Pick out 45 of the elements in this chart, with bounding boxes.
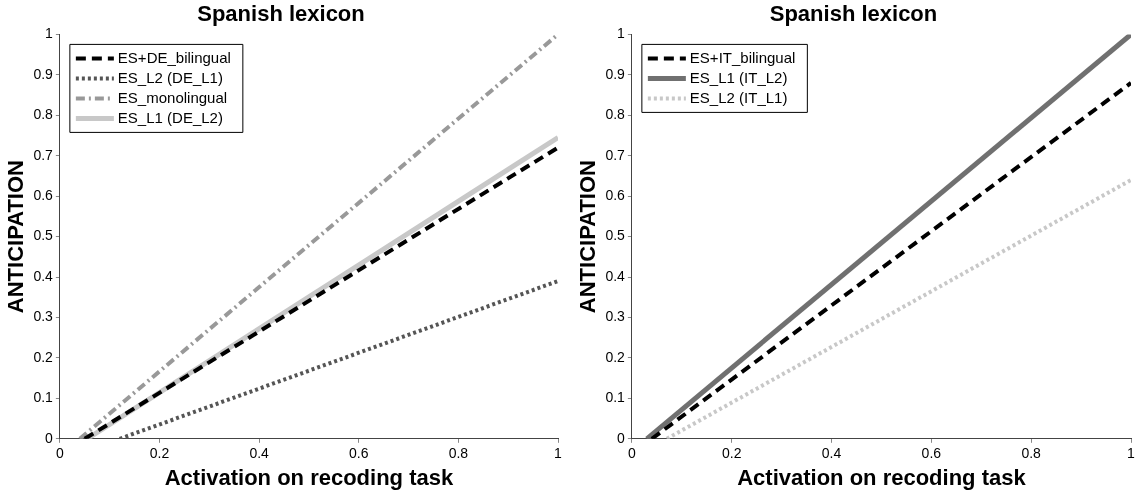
legend-label: ES_L2 (IT_L1) xyxy=(689,88,788,106)
y-tick-label: 0.8 xyxy=(605,106,626,123)
y-tick-label: 0.3 xyxy=(33,308,54,325)
y-tick-label: 0 xyxy=(45,429,54,446)
y-tick-label: 0.9 xyxy=(605,65,626,82)
y-tick-label: 0.9 xyxy=(33,65,54,82)
y-axis-title: ANTICIPATION xyxy=(575,160,601,314)
x-tick-label: 0.6 xyxy=(921,445,942,462)
legend-label: ES+DE_bilingual xyxy=(117,48,231,66)
y-tick-label: 0.2 xyxy=(33,348,54,365)
x-tick-label: 0.4 xyxy=(821,445,842,462)
x-tick-label: 0.2 xyxy=(149,445,170,462)
x-tick-label: 1 xyxy=(554,445,563,462)
y-tick-label: 0.6 xyxy=(605,187,626,204)
x-tick-label: 0.8 xyxy=(1021,445,1042,462)
chart-title: Spanish lexicon xyxy=(769,1,938,27)
y-tick-label: 0.5 xyxy=(33,227,54,244)
y-tick-label: 0.5 xyxy=(605,227,626,244)
y-tick-label: 0.1 xyxy=(33,389,54,406)
legend-label: ES+IT_bilingual xyxy=(689,48,796,66)
y-tick-label: 0.8 xyxy=(33,106,54,123)
x-tick-label: 0.6 xyxy=(349,445,369,462)
y-tick-label: 0.2 xyxy=(605,348,626,365)
y-tick-label: 0.4 xyxy=(33,267,54,284)
x-tick-label: 0.2 xyxy=(721,445,742,462)
x-tick-label: 1 xyxy=(1127,445,1136,462)
x-tick-label: 0.4 xyxy=(249,445,270,462)
legend-label: ES_L1 (DE_L2) xyxy=(117,108,223,126)
y-tick-label: 1 xyxy=(45,25,54,42)
y-tick-label: 0.4 xyxy=(605,267,626,284)
legend-label: ES_monolingual xyxy=(117,88,228,106)
x-axis-title: Activation on recoding task xyxy=(164,464,454,490)
y-tick-label: 0.7 xyxy=(33,146,54,163)
x-axis-title: Activation on recoding task xyxy=(737,464,1027,490)
y-tick-label: 0.3 xyxy=(605,308,626,325)
x-tick-label: 0.8 xyxy=(448,445,469,462)
y-tick-label: 0 xyxy=(617,429,626,446)
chart-title: Spanish lexicon xyxy=(197,1,365,27)
y-tick-label: 0.6 xyxy=(33,187,54,204)
legend-label: ES_L2 (DE_L1) xyxy=(117,68,223,86)
y-axis-title: ANTICIPATION xyxy=(3,160,29,314)
legend-label: ES_L1 (IT_L2) xyxy=(689,68,788,86)
y-tick-label: 1 xyxy=(617,25,626,42)
y-tick-label: 0.1 xyxy=(605,389,626,406)
y-tick-label: 0.7 xyxy=(605,146,626,163)
